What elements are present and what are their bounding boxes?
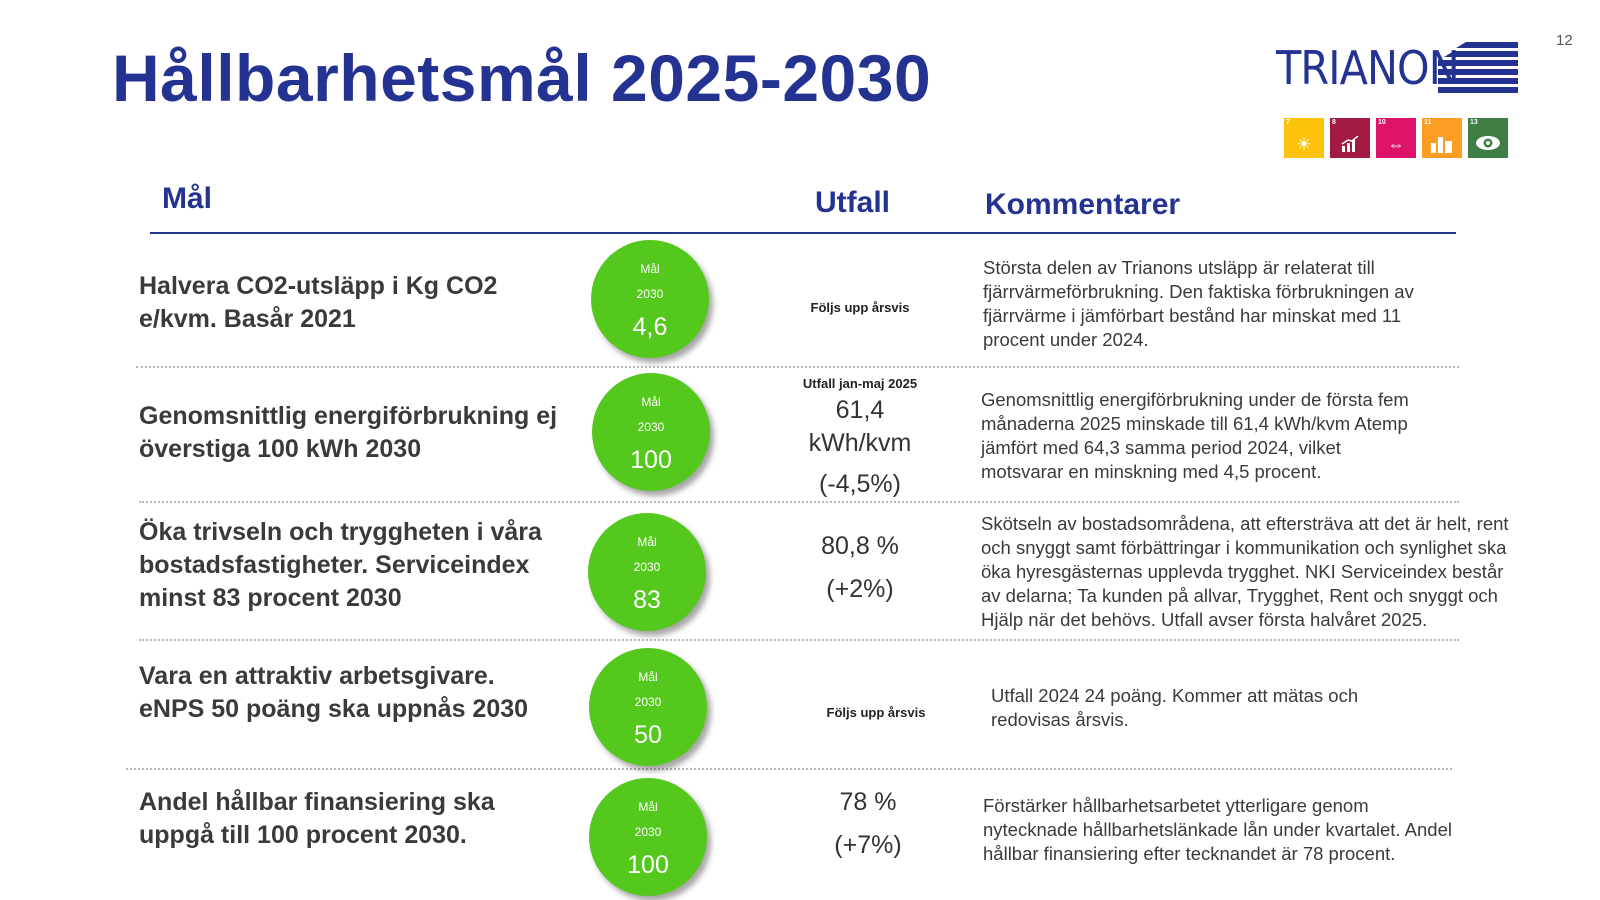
- comment-text: Största delen av Trianons utsläpp är rel…: [983, 257, 1414, 350]
- outcome-value: 80,8 %: [821, 532, 899, 560]
- sdg-goal-11-icon: 11: [1422, 118, 1462, 158]
- target-2030-circle: Mål 2030 4,6: [591, 240, 709, 358]
- outcome-value: 61,4 kWh/kvm: [808, 396, 912, 457]
- outcome-period-label: Utfall jan-maj 2025: [802, 376, 918, 391]
- row-divider: [136, 366, 1459, 368]
- header-rule: [150, 232, 1456, 234]
- goal-text: Andel hållbar finansiering ska uppgå till…: [139, 788, 495, 849]
- target-value: 4,6: [632, 313, 668, 341]
- goal-text: Genomsnittlig energiförbrukning ej överst…: [139, 402, 558, 463]
- sdg-goal-10-icon: 10 ⇔: [1376, 118, 1416, 158]
- outcome-change: (+2%): [826, 575, 894, 603]
- comment-text: Genomsnittlig energiförbrukning under de…: [981, 389, 1409, 482]
- target-2030-circle: Mål 2030 50: [589, 648, 707, 766]
- outcome-change: (-4,5%): [819, 470, 901, 498]
- sdg-icons: 7 ☀ 8 10 ⇔ 11 13: [1284, 118, 1508, 158]
- target-2030-circle: Mål 2030 100: [592, 373, 710, 491]
- outcome-note: Följs upp årsvis: [810, 300, 910, 315]
- sdg-goal-7-icon: 7 ☀: [1284, 118, 1324, 158]
- goal-text: Vara en attraktiv arbetsgivare. eNPS 50 p…: [139, 662, 529, 723]
- target-value: 83: [633, 586, 661, 614]
- building-stripes-icon: [1438, 42, 1518, 93]
- outcome-change: (+7%): [834, 831, 902, 859]
- page-number: 12: [1556, 32, 1573, 49]
- sdg-goal-8-icon: 8: [1330, 118, 1370, 158]
- target-2030-circle: Mål 2030 100: [589, 778, 707, 896]
- column-header-goal: Mål: [162, 182, 213, 215]
- goal-text: Halvera CO2-utsläpp i Kg CO2 e/kvm. Basår…: [139, 272, 498, 333]
- sdg-goal-13-icon: 13: [1468, 118, 1508, 158]
- column-header-outcome: Utfall: [815, 186, 890, 219]
- row-divider: [139, 639, 1459, 641]
- trianon-logo: TRIANON: [1276, 40, 1518, 96]
- logo-text: TRIANON: [1276, 41, 1460, 95]
- page-title: Hållbarhetsmål 2025-2030: [112, 41, 932, 115]
- comment-text: Skötseln av bostadsområdena, att efterst…: [981, 513, 1509, 630]
- column-header-comments: Kommentarer: [985, 188, 1181, 221]
- row-divider: [139, 501, 1459, 503]
- target-2030-circle: Mål 2030 83: [588, 513, 706, 631]
- goal-text: Öka trivseln och tryggheten i våra bostad…: [139, 518, 542, 612]
- outcome-note: Följs upp årsvis: [826, 705, 926, 720]
- comment-text: Utfall 2024 24 poäng. Kommer att mätas o…: [991, 685, 1359, 730]
- outcome-value: 78 %: [839, 788, 897, 816]
- target-value: 100: [630, 446, 672, 474]
- row-divider: [126, 768, 1452, 770]
- target-value: 50: [634, 721, 662, 749]
- comment-text: Förstärker hållbarhetsarbetet ytterligar…: [983, 795, 1452, 864]
- target-value: 100: [627, 851, 669, 879]
